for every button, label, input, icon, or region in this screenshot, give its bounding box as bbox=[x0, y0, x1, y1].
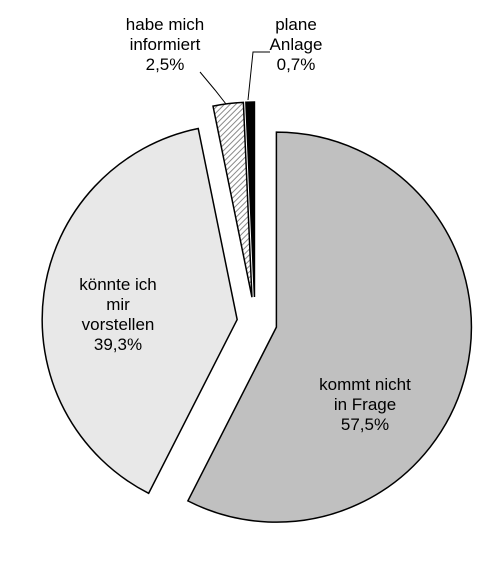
label-line: mir bbox=[106, 295, 130, 314]
leader-line bbox=[199, 71, 227, 105]
label-line: könnte ich bbox=[79, 275, 157, 294]
slice-label: kommt nicht in Frage bbox=[319, 375, 411, 414]
value-label: 0,7% bbox=[277, 55, 316, 74]
slice-label: plane Anlage bbox=[270, 15, 323, 54]
label-line: habe mich bbox=[126, 15, 204, 34]
value-label: 57,5% bbox=[341, 415, 389, 434]
value-label: 39,3% bbox=[94, 335, 142, 354]
leader-line bbox=[247, 51, 270, 101]
slice-label: könnte ich mir vorstellen bbox=[79, 275, 157, 334]
label-line: informiert bbox=[130, 35, 201, 54]
label-line: vorstellen bbox=[82, 315, 155, 334]
label-line: Anlage bbox=[270, 35, 323, 54]
pie-slice bbox=[186, 131, 473, 523]
label-line: in Frage bbox=[334, 395, 396, 414]
value-label: 2,5% bbox=[146, 55, 185, 74]
slice-label: habe mich informiert bbox=[126, 15, 204, 54]
label-line: plane bbox=[275, 15, 317, 34]
pie-slice bbox=[245, 101, 256, 298]
pie-slice bbox=[212, 101, 253, 298]
label-line: kommt nicht bbox=[319, 375, 411, 394]
pie-slice bbox=[41, 127, 238, 495]
